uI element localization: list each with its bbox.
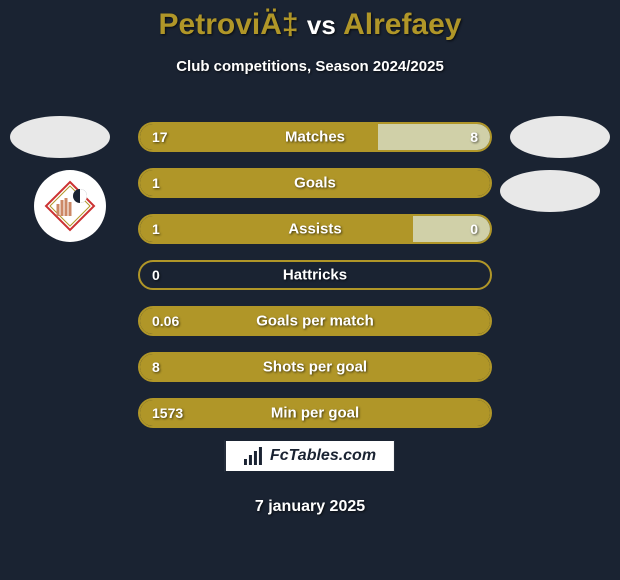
date-text: 7 january 2025 — [255, 498, 365, 516]
stat-value-left: 8 — [152, 359, 160, 375]
stat-value-left: 1 — [152, 175, 160, 191]
stat-row: 1 Goals — [138, 168, 492, 198]
stat-value-left: 0.06 — [152, 313, 179, 329]
stat-value-left: 1573 — [152, 405, 183, 421]
player1-name: PetroviÄ‡ — [159, 8, 299, 41]
stat-row: 8 Shots per goal — [138, 352, 492, 382]
stats-bars: 17 8 Matches 1 Goals 1 0 Assists 0 Hattricks 0.06 G… — [138, 122, 492, 444]
logo-text: FcTables.com — [270, 447, 376, 465]
logo-bars-icon — [244, 447, 264, 465]
stat-label: Goals per match — [256, 313, 374, 330]
stat-label: Shots per goal — [263, 359, 367, 376]
player1-club-badge — [34, 170, 106, 242]
stat-row: 1 0 Assists — [138, 214, 492, 244]
stat-row: 0.06 Goals per match — [138, 306, 492, 336]
stat-value-right: 0 — [470, 221, 478, 237]
stat-label: Matches — [285, 129, 345, 146]
stat-label: Assists — [288, 221, 341, 238]
club-badge-icon — [42, 178, 98, 234]
player2-club-badge — [500, 170, 600, 212]
player2-avatar — [510, 116, 610, 158]
stat-value-right: 8 — [470, 129, 478, 145]
stat-fill-right — [413, 216, 490, 242]
stat-label: Hattricks — [283, 267, 347, 284]
stat-value-left: 17 — [152, 129, 168, 145]
subtitle: Club competitions, Season 2024/2025 — [0, 58, 620, 75]
player1-avatar — [10, 116, 110, 158]
stat-fill-left — [140, 216, 413, 242]
stat-row: 17 8 Matches — [138, 122, 492, 152]
stat-value-left: 1 — [152, 221, 160, 237]
fctables-logo: FcTables.com — [225, 440, 395, 472]
stat-row: 0 Hattricks — [138, 260, 492, 290]
stat-label: Goals — [294, 175, 336, 192]
vs-text: vs — [307, 10, 336, 40]
stat-row: 1573 Min per goal — [138, 398, 492, 428]
comparison-title: PetroviÄ‡ vs Alrefaey — [0, 0, 620, 42]
stat-label: Min per goal — [271, 405, 359, 422]
stat-value-left: 0 — [152, 267, 160, 283]
player2-name: Alrefaey — [343, 8, 461, 41]
